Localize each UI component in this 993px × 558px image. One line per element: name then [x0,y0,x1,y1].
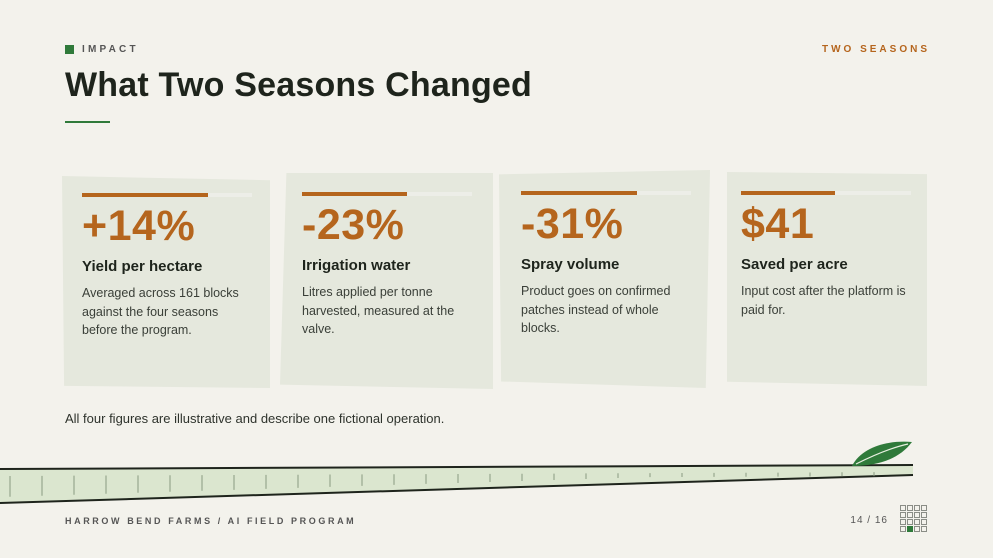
page-cell[interactable] [900,519,906,525]
section-eyebrow: IMPACT [65,44,139,55]
page-cell[interactable] [900,505,906,511]
stat-value: $41 [741,200,815,248]
footer-brand: HARROW BEND FARMS / AI FIELD PROGRAM [65,516,357,526]
stat-label: Yield per hectare [82,258,203,275]
page-cell[interactable] [921,526,927,532]
page-cell[interactable] [914,505,920,511]
page-cell[interactable] [914,512,920,518]
stat-card-yield: +14% Yield per hectare Averaged across 1… [62,176,270,388]
disclaimer-note: All four figures are illustrative and de… [65,411,445,426]
eyebrow-square-icon [65,45,74,54]
page-cell[interactable] [914,526,920,532]
page-title: What Two Seasons Changed [65,66,532,104]
stat-description: Averaged across 161 blocks against the f… [82,286,239,337]
page-cell[interactable] [921,505,927,511]
stat-value: -31% [521,200,624,248]
stat-card-spray: -31% Spray volume Product goes on confir… [499,170,710,388]
page-cell[interactable] [921,512,927,518]
field-ruler-illustration [0,441,914,504]
stat-description: Input cost after the platform is paid fo… [741,284,906,317]
stat-description: Product goes on confirmed patches instea… [521,284,671,335]
page-grid-icon[interactable] [900,505,927,532]
stat-bar [82,193,252,197]
stat-bar-fill [82,193,208,197]
page-cell[interactable] [907,505,913,511]
page-cell[interactable] [907,519,913,525]
page-cell[interactable] [900,512,906,518]
stat-value: -23% [302,201,405,249]
page-cell[interactable] [921,519,927,525]
page-cell[interactable] [907,512,913,518]
stat-value: +14% [82,202,196,250]
stat-bar-fill [521,191,637,195]
leaf-icon [852,441,912,466]
stat-bar [302,192,472,196]
stat-description: Litres applied per tonne harvested, meas… [302,285,455,336]
title-underline [65,121,110,123]
stat-bar-fill [741,191,835,195]
page-cell[interactable] [914,519,920,525]
page-cell[interactable] [900,526,906,532]
stat-label: Irrigation water [302,257,411,274]
page-cell[interactable] [907,526,913,532]
stat-card-savings: $41 Saved per acre Input cost after the … [727,172,927,386]
stat-label: Spray volume [521,256,620,273]
stat-label: Saved per acre [741,256,848,273]
stat-bar [521,191,691,195]
page-indicator: 14 / 16 [850,515,888,526]
stat-bar [741,191,911,195]
eyebrow-label: IMPACT [82,44,139,55]
stat-card-irrigation: -23% Irrigation water Litres applied per… [280,173,493,389]
section-tag: TWO SEASONS [821,44,930,55]
stat-bar-fill [302,192,408,196]
